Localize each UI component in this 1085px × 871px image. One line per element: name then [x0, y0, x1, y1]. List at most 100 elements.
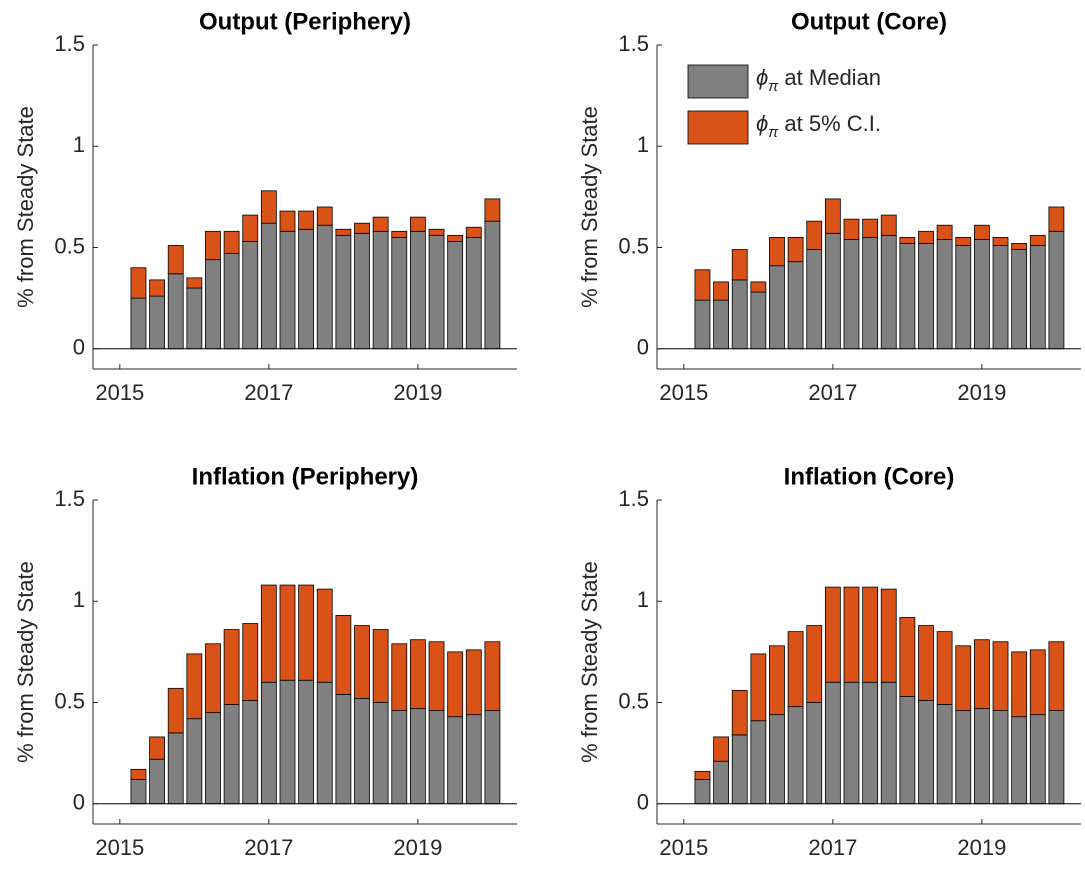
x-tick-label: 2017 [808, 380, 857, 405]
bar-segment [880, 214, 897, 236]
subplot: Output (Periphery) % from Steady State 0 0.… [13, 8, 517, 405]
bar-segment [880, 588, 897, 683]
bar-segment [769, 714, 785, 805]
bar-segment [409, 708, 426, 805]
x-tick-label: 2017 [244, 835, 293, 860]
bar-segment [1011, 716, 1028, 805]
bar-segment [205, 712, 221, 805]
bar-segment [918, 700, 934, 805]
bar-segment [694, 779, 711, 805]
bar-segment [862, 681, 879, 805]
y-tick-label: 1.5 [618, 31, 649, 56]
bar-segment [973, 238, 990, 350]
bar-segment [484, 710, 501, 805]
bar-segment [242, 623, 259, 701]
bar-segment [149, 279, 165, 297]
y-tick-label: 0.5 [54, 688, 85, 713]
bar-segment [769, 236, 785, 267]
bar-segment [731, 689, 748, 736]
bar-segment [899, 617, 916, 697]
bar-segment [1011, 243, 1028, 250]
y-tick-label: 0 [73, 335, 85, 360]
bar-segment [428, 641, 445, 711]
bar-segment [186, 653, 203, 720]
bar-segment [713, 736, 729, 762]
bar-segment [242, 214, 259, 242]
subplot: Inflation (Periphery) % from Steady State… [13, 463, 517, 860]
bar-segment [167, 687, 184, 734]
x-tick-label: 2017 [244, 380, 293, 405]
bar-segment [713, 281, 729, 301]
bar-segment [298, 679, 315, 805]
y-tick-label: 1.5 [618, 486, 649, 511]
bar-segment [167, 732, 184, 805]
bar-segment [149, 758, 165, 805]
bar-segment [843, 218, 860, 240]
bar-segment [936, 704, 953, 805]
bar-segment [899, 236, 916, 244]
bar-segment [167, 245, 184, 275]
bar-segment [843, 238, 860, 350]
bar-segment [824, 681, 841, 805]
bar-segment [750, 720, 767, 805]
bar-segment [731, 249, 748, 281]
bar-segment [1048, 206, 1065, 232]
bar-segment [1011, 249, 1028, 350]
y-tick-label: 1 [73, 132, 85, 157]
bar-segment [918, 243, 934, 350]
bar-segment [973, 224, 990, 240]
bar-segment [279, 584, 296, 681]
bar-segment [880, 681, 897, 805]
bar-segment [973, 708, 990, 805]
bar-segment [992, 236, 1009, 246]
bar-segment [447, 234, 464, 242]
bar-segment [824, 232, 841, 350]
bar-segment [731, 279, 748, 350]
bar-segment [428, 234, 445, 350]
bar-segment [824, 198, 841, 234]
bar-segment [260, 190, 277, 224]
bar-segment [298, 210, 315, 230]
bar-segment [223, 629, 240, 705]
subplot: Inflation (Core) % from Steady State 0 0.5 1… [577, 463, 1081, 860]
chart-title: Output (Core) [791, 8, 947, 35]
y-tick-label: 1 [637, 132, 649, 157]
x-tick-label: 2019 [957, 380, 1006, 405]
bar-segment [899, 243, 916, 350]
chart-title: Inflation (Periphery) [192, 463, 419, 490]
bar-segment [354, 698, 370, 805]
bar-segment [465, 649, 482, 716]
chart-title: Inflation (Core) [784, 463, 955, 490]
subplot: Output (Core) % from Steady State 0 0.5 1 1.5… [577, 8, 1081, 405]
y-tick-label: 0.5 [618, 233, 649, 258]
bar-segment [973, 639, 990, 709]
bar-segment [447, 241, 464, 350]
y-axis-label: % from Steady State [577, 561, 602, 763]
bar-segment [806, 220, 823, 250]
bar-segment [862, 218, 879, 238]
bar-segment [465, 226, 482, 238]
bar-segment [316, 588, 333, 683]
bar-segment [391, 710, 408, 805]
chart-title: Output (Periphery) [199, 8, 411, 35]
bar-segment [484, 198, 501, 222]
bar-segment [354, 222, 370, 234]
bar-segment [316, 681, 333, 805]
bar-segment [260, 222, 277, 350]
x-tick-label: 2015 [95, 835, 144, 860]
bar-segment [694, 299, 711, 350]
bar-segment [806, 249, 823, 350]
x-tick-label: 2019 [393, 380, 442, 405]
bar-segment [769, 645, 785, 716]
x-tick-label: 2015 [659, 380, 708, 405]
y-tick-label: 1.5 [54, 486, 85, 511]
bar-segment [372, 216, 389, 232]
bar-segment [447, 716, 464, 805]
bar-segment [918, 230, 934, 244]
bar-segment [1029, 649, 1046, 716]
bar-segment [223, 704, 240, 805]
bar-segment [713, 299, 729, 350]
bar-segment [955, 236, 972, 246]
y-tick-label: 0 [637, 335, 649, 360]
